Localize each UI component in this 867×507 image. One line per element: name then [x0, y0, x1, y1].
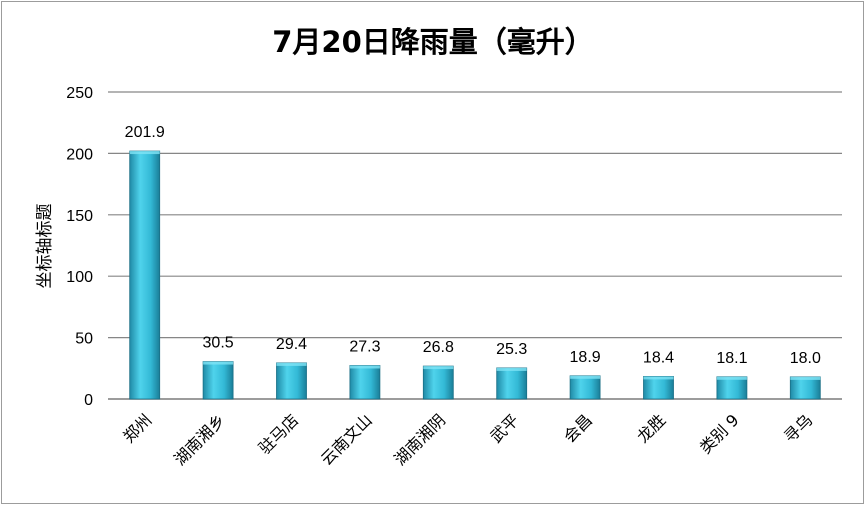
data-label: 29.4: [276, 336, 307, 353]
data-label: 18.4: [643, 349, 674, 366]
chart-title: 7月20日降雨量（毫升）: [272, 25, 594, 59]
bar: [569, 375, 601, 400]
x-tick-label: 类别 9: [696, 410, 743, 457]
y-tick-label: 250: [66, 85, 93, 102]
data-label: 18.0: [790, 350, 821, 367]
y-tick-label: 50: [75, 331, 93, 348]
bar: [789, 376, 821, 400]
x-tick-label: 会昌: [560, 410, 596, 446]
x-tick-label: 武平: [486, 410, 522, 446]
x-tick-label: 龙胜: [633, 410, 669, 446]
data-label: 30.5: [203, 335, 234, 352]
bar: [496, 367, 528, 400]
data-label: 27.3: [349, 338, 380, 355]
x-tick-label: 湖南湘乡: [170, 410, 229, 469]
bar: [643, 376, 674, 400]
y-tick-label: 0: [84, 392, 93, 409]
data-label: 18.1: [716, 350, 747, 367]
x-tick-label: 湖南湘阴: [390, 410, 449, 469]
y-tick-label: 150: [66, 208, 93, 225]
bar: [716, 376, 748, 400]
data-label: 26.8: [423, 339, 454, 356]
bar: [276, 362, 307, 400]
data-label: 201.9: [125, 124, 165, 141]
y-tick-label: 200: [66, 146, 93, 163]
x-tick-label: 云南文山: [317, 410, 376, 469]
x-tick-label: 郑州: [119, 410, 155, 446]
y-axis-title: 坐标轴标题: [35, 204, 55, 289]
x-tick-label: 寻乌: [780, 410, 816, 446]
bar: [202, 361, 234, 400]
bar: [129, 150, 161, 400]
bar: [349, 365, 381, 400]
data-label: 18.9: [570, 349, 601, 366]
y-tick-label: 100: [66, 269, 93, 286]
x-tick-label: 驻马店: [255, 410, 302, 457]
bar: [422, 365, 454, 400]
data-label: 25.3: [496, 341, 527, 358]
